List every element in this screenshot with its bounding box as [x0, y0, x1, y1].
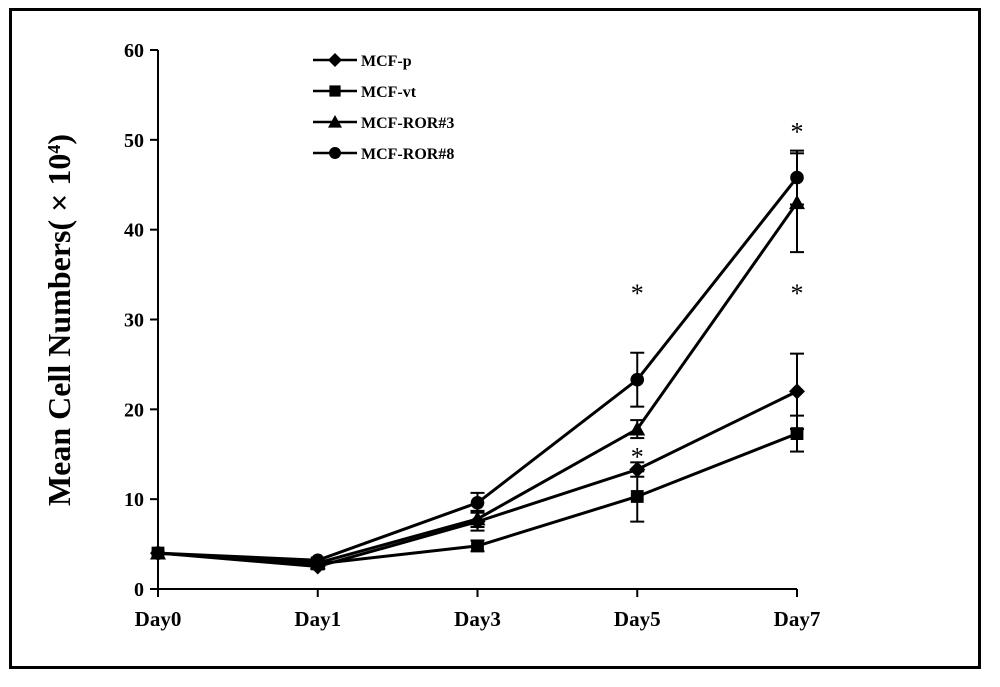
legend-marker-MCF-ROR#8 — [329, 147, 341, 159]
x-tick-label-Day0: Day0 — [135, 607, 182, 631]
legend-item-MCF-ROR#8: MCF-ROR#8 — [313, 146, 454, 163]
point-MCF-vt-Day3 — [471, 539, 484, 553]
point-MCF-ROR#8-Day0 — [151, 546, 165, 560]
x-tick-label-Day3: Day3 — [454, 607, 501, 631]
x-tick-label-Day1: Day1 — [294, 607, 341, 631]
legend-item-MCF-vt: MCF-vt — [313, 84, 417, 101]
legend-item-MCF-p: MCF-p — [313, 53, 412, 70]
point-MCF-ROR#8-Day1 — [310, 553, 325, 568]
y-tick-label-10: 10 — [124, 489, 144, 511]
y-axis-label-close: ) — [41, 134, 77, 145]
y-axis-label-main: Mean Cell Numbers( × 10 — [41, 154, 77, 506]
point-MCF-vt-Day5 — [630, 490, 644, 503]
legend-label-MCF-ROR#3: MCF-ROR#3 — [361, 115, 454, 132]
x-tick-label-Day5: Day5 — [614, 607, 661, 631]
series-MCF-ROR#8 — [151, 149, 804, 568]
significance-star-2: * — [791, 117, 804, 146]
legend: MCF-p MCF-vt MCF-ROR#3 MCF-ROR#8 — [313, 53, 454, 163]
point-MCF-ROR#8-Day3 — [470, 495, 485, 510]
figure-frame — [9, 8, 981, 669]
legend-marker-MCF-ROR#3 — [328, 115, 342, 128]
y-axis-label: Mean Cell Numbers( × 104) — [41, 134, 77, 506]
y-axis-label-exponent: 4 — [44, 145, 64, 154]
point-MCF-ROR#3-Day5 — [629, 421, 646, 436]
legend-label-MCF-p: MCF-p — [361, 53, 412, 70]
x-tick-label-Day7: Day7 — [774, 607, 821, 631]
point-MCF-ROR#3-Day3 — [469, 510, 486, 526]
point-MCF-vt-Day7 — [790, 427, 804, 440]
point-MCF-ROR#8-Day5 — [630, 372, 645, 387]
significance-star-0: * — [631, 279, 644, 308]
legend-label-MCF-vt: MCF-vt — [361, 84, 417, 101]
y-tick-label-0: 0 — [134, 579, 144, 601]
y-tick-label-20: 20 — [124, 399, 144, 421]
y-tick-label-40: 40 — [124, 220, 144, 242]
legend-item-MCF-ROR#3: MCF-ROR#3 — [313, 115, 454, 132]
legend-marker-MCF-vt — [329, 85, 341, 97]
point-MCF-p-Day7 — [789, 383, 805, 400]
legend-marker-MCF-p — [328, 53, 342, 67]
series-layer — [150, 149, 805, 575]
axes: 0 10 20 30 40 50 60 Day0 Day1 Day3 Day5 Day7 — [124, 40, 820, 631]
point-MCF-p-Day5 — [629, 461, 646, 478]
legend-label-MCF-ROR#8: MCF-ROR#8 — [361, 146, 454, 163]
annotations: * * * * — [631, 117, 804, 471]
y-tick-label-50: 50 — [124, 130, 144, 152]
significance-star-1: * — [631, 443, 644, 472]
y-tick-label-30: 30 — [124, 310, 144, 332]
y-tick-label-60: 60 — [124, 40, 144, 62]
point-MCF-ROR#8-Day7 — [790, 170, 804, 185]
significance-star-3: * — [791, 279, 804, 308]
